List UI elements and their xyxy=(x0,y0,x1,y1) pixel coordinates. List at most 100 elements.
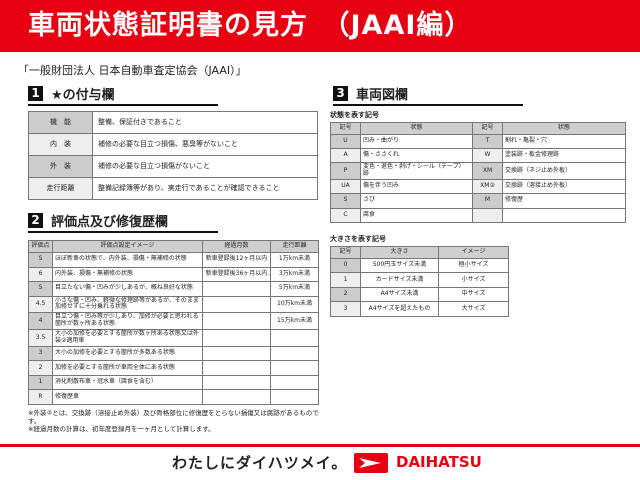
table-cell: 塗装跡・板金修理跡 xyxy=(502,148,626,164)
table-cell: カードサイズ未満 xyxy=(360,272,439,288)
table-cell: 補修の必要な目立つ損傷がないこと xyxy=(92,155,318,178)
slogan: わたしにダイハツメイ。 xyxy=(172,454,348,472)
section-number: 2 xyxy=(28,213,43,228)
section-title: 車両図欄 xyxy=(356,88,409,103)
table-cell: T xyxy=(472,133,503,150)
table-row: 1 カードサイズ未満 小サイズ xyxy=(330,272,509,288)
table-row: S さび M 修復歴 xyxy=(330,193,626,209)
table-cell: 修復歴車 xyxy=(52,389,203,405)
table-cell: 走行距離 xyxy=(28,177,93,200)
section2-heading: 2 評価点及び修復歴欄 xyxy=(28,211,218,233)
table-cell xyxy=(502,207,626,223)
table-cell xyxy=(202,360,271,376)
table-cell: XM② xyxy=(472,179,503,195)
table-row: P 変色・退色・剥げ・シール（テープ）跡 XM 交換跡（ネジ止め外板） xyxy=(330,162,626,181)
table-cell: 新車登録後36ヶ月以内 xyxy=(202,266,271,282)
table-cell: C xyxy=(330,207,361,223)
table-cell: 1 xyxy=(28,374,53,391)
table-row: 3.5 大小の加修を必要とする箇所が数ヶ所ある状態又は外装②適用車 xyxy=(28,329,319,347)
table-cell xyxy=(202,345,271,362)
section-number: 1 xyxy=(28,86,43,101)
table-cell: 消化剤散布車・冠水車（腐食を含む） xyxy=(52,374,203,391)
table-cell: 3万km未満 xyxy=(270,266,319,282)
table-cell: 整備記録簿等があり、実走行であることが確認できること xyxy=(92,177,318,200)
column-header: 記号 xyxy=(472,122,503,135)
table-cell: 大小の加修を必要とする箇所が数ヶ所ある状態又は外装②適用車 xyxy=(52,329,203,347)
table-cell: P xyxy=(330,162,361,181)
table-cell xyxy=(202,329,271,347)
table-cell: 内 装 xyxy=(28,133,93,156)
page-title: 車両状態証明書の見方 （JAAI編） xyxy=(0,0,640,52)
table-cell: 4.5 xyxy=(28,295,53,314)
table-cell: 整備、保証付きであること xyxy=(92,111,318,134)
column-header: 大きさ xyxy=(360,245,439,259)
column-header: 状態 xyxy=(502,122,626,135)
table-row: 4 目立つ傷・凹み等が少しあり、加修が必要と思われる箇所が数ヶ所ある状態 15万km… xyxy=(28,312,319,331)
section2: 2 評価点及び修復歴欄 評価点 評価点設定イメージ 経過月数 走行距離 S ほぼ新車の状態で… xyxy=(28,211,328,433)
table-cell: 機 能 xyxy=(28,111,93,134)
table-row: 3 A4サイズを超えたもの 大サイズ xyxy=(330,301,509,317)
section-title: 評価点及び修復歴欄 xyxy=(51,215,169,230)
table-cell: 1万km未満 xyxy=(270,252,319,268)
table-cell: 5 xyxy=(28,281,53,297)
daihatsu-logo-icon xyxy=(354,453,388,473)
table-row: 外 装補修の必要な目立つ損傷がないこと xyxy=(28,155,318,178)
table-row: 内 装補修の必要な目立つ損傷、悪臭等がないこと xyxy=(28,133,318,156)
section3-heading: 3 車両図欄 xyxy=(333,84,523,106)
table-cell: 交換跡（溶接止め外板） xyxy=(502,179,626,195)
star-table: 機 能整備、保証付きであること内 装補修の必要な目立つ損傷、悪臭等がないこと外 … xyxy=(28,111,318,200)
table-row: C 腐食 xyxy=(330,207,626,223)
table-cell: 3 xyxy=(330,301,361,317)
section1: 1 ★の付与欄 機 能整備、保証付きであること内 装補修の必要な目立つ損傷、悪臭等… xyxy=(28,84,318,200)
header-row: 記号 状態 記号 状態 xyxy=(330,122,626,135)
section-title: ★の付与欄 xyxy=(51,88,115,103)
table-cell: 3.5 xyxy=(28,329,53,347)
table-cell: 極小サイズ xyxy=(438,257,509,274)
table-cell xyxy=(270,389,319,405)
size-label: 大きさを表す記号 xyxy=(330,234,386,243)
section-number: 3 xyxy=(333,86,348,101)
table-cell: XM xyxy=(472,162,503,181)
table-cell: 小サイズ xyxy=(438,272,509,288)
table-cell: A xyxy=(330,148,361,164)
table-cell: 大小の加修を必要とする箇所が多数ある状態 xyxy=(52,345,203,362)
table-row: 3 大小の加修を必要とする箇所が多数ある状態 xyxy=(28,345,319,362)
evaluation-table: 評価点 評価点設定イメージ 経過月数 走行距離 S ほぼ新車の状態で、内外装、損傷・無補修… xyxy=(28,240,319,405)
table-cell: M xyxy=(472,193,503,209)
table-cell: U xyxy=(330,133,361,150)
column-header: イメージ xyxy=(438,245,509,259)
table-cell: R xyxy=(28,389,53,405)
table-row: 5 目立たない傷・凹みが少しあるが、概ね良好な状態 5万km未満 xyxy=(28,281,319,297)
table-cell: 目立つ傷・凹み等が少しあり、加修が必要と思われる箇所が数ヶ所ある状態 xyxy=(52,312,203,331)
table-cell: 4 xyxy=(28,312,53,331)
table-cell: 1 xyxy=(330,272,361,288)
table-cell: S xyxy=(330,193,361,209)
size-symbol-table: 記号 大きさ イメージ 0 500円玉サイズ未満 極小サイズ 1 カードサイズ未満 小サイズ 2 A… xyxy=(330,245,509,317)
table-cell xyxy=(202,389,271,405)
column-header: 評価点設定イメージ xyxy=(52,240,203,253)
table-cell: さび xyxy=(360,193,473,209)
table-cell: S xyxy=(28,252,53,268)
table-cell: ほぼ新車の状態で、内外装、損傷・無補修の状態 xyxy=(52,252,203,268)
state-label: 状態を表す記号 xyxy=(330,111,379,119)
section3: 3 車両図欄 状態を表す記号 記号 状態 記号 状態 U 凹み・曲がり T 割れ・亀裂・穴 A 傷・… xyxy=(330,84,626,317)
table-cell: 内外装、損傷・無補修の状態 xyxy=(52,266,203,282)
footer-rule xyxy=(0,444,640,447)
column-header: 記号 xyxy=(330,122,361,135)
table-cell: 凹み・曲がり xyxy=(360,133,473,150)
table-row: U 凹み・曲がり T 割れ・亀裂・穴 xyxy=(330,133,626,150)
table-cell xyxy=(270,360,319,376)
header-row: 記号 大きさ イメージ xyxy=(330,245,509,259)
column-header: 記号 xyxy=(330,245,361,259)
column-header: 走行距離 xyxy=(270,240,319,253)
table-row: 4.5 小さな傷・凹み、軽微な修理跡等があるが、そのまま加修せずに十分乗れる状態 1… xyxy=(28,295,319,314)
note: ※外装②とは、交換跡（溶接止め外装）及び骨格部位に修復歴をとらない損傷又は腐跡が… xyxy=(28,408,319,425)
table-cell xyxy=(472,207,503,223)
table-cell: UA xyxy=(330,179,361,195)
table-cell: A4サイズ未満 xyxy=(360,286,439,303)
table-cell: 3 xyxy=(28,345,53,362)
table-row: 2 加修を必要とする箇所が車両全体にある状態 xyxy=(28,360,319,376)
state-symbol-table: 記号 状態 記号 状態 U 凹み・曲がり T 割れ・亀裂・穴 A 傷・ささくれ W 塗装跡・板金修理跡… xyxy=(330,122,626,223)
table-cell: 外 装 xyxy=(28,155,93,178)
table-cell: 腐食 xyxy=(360,207,473,223)
